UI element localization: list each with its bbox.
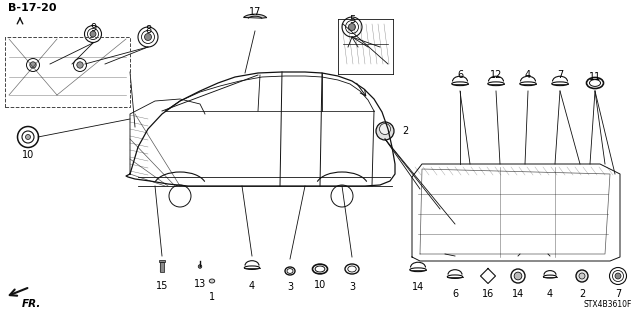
Circle shape [90,31,96,37]
Text: 12: 12 [490,70,502,80]
Bar [159,259,165,262]
Text: 4: 4 [249,281,255,291]
Text: 10: 10 [314,280,326,290]
Text: 14: 14 [412,282,424,292]
Text: 9: 9 [90,23,96,33]
Text: 4: 4 [547,289,553,299]
Text: 3: 3 [349,282,355,292]
Text: 16: 16 [482,289,494,299]
Bar [5,37,130,107]
Circle shape [380,123,390,135]
Text: 5: 5 [349,15,355,25]
Text: 2: 2 [579,289,585,299]
Polygon shape [244,14,266,18]
Text: 1: 1 [209,292,215,302]
Text: 10: 10 [22,150,34,160]
Text: STX4B3610F: STX4B3610F [584,300,632,309]
Text: 6: 6 [457,70,463,80]
Text: 4: 4 [525,70,531,80]
Circle shape [514,272,522,280]
Circle shape [30,62,36,68]
Text: 15: 15 [156,281,168,291]
Circle shape [26,135,31,139]
Circle shape [576,270,588,282]
Circle shape [376,122,394,140]
Text: 7: 7 [615,289,621,299]
Text: 11: 11 [589,72,601,82]
Text: 14: 14 [512,289,524,299]
Text: 17: 17 [249,7,261,17]
Text: 13: 13 [194,279,206,289]
Circle shape [198,265,202,268]
Text: B-17-20: B-17-20 [8,3,56,13]
Text: 7: 7 [557,70,563,80]
Text: 6: 6 [452,289,458,299]
Text: FR.: FR. [22,299,42,309]
Text: 3: 3 [287,282,293,292]
Circle shape [579,273,585,279]
Text: 2: 2 [402,126,408,136]
Circle shape [145,33,152,41]
Bar [160,262,164,272]
Ellipse shape [209,279,215,283]
Circle shape [349,24,355,31]
Circle shape [77,62,83,68]
Circle shape [615,273,621,279]
Text: 8: 8 [145,25,151,35]
